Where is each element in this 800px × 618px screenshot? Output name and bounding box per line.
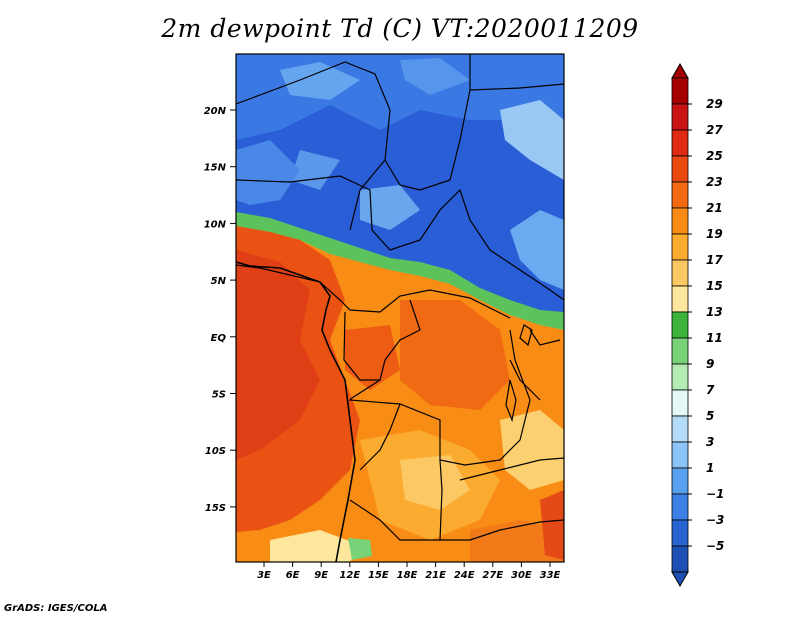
lake — [505, 379, 517, 423]
lake — [519, 324, 533, 347]
colorbar-bin — [671, 103, 689, 131]
colorbar-label: 21 — [706, 201, 723, 215]
colorbar-top-arrow — [671, 62, 689, 79]
colorbar-label: 17 — [706, 253, 723, 267]
map-field — [236, 54, 564, 562]
colorbar-bin — [671, 519, 689, 547]
lon-label: 27E — [482, 570, 503, 581]
colorbar-bin — [671, 389, 689, 417]
lon-label: 21E — [425, 570, 446, 581]
lon-label: 30E — [511, 570, 532, 581]
colorbar-bin — [671, 545, 689, 573]
lat-label: 15N — [204, 163, 227, 174]
colorbar-label: 19 — [706, 227, 723, 241]
colorbar-bin — [671, 77, 689, 105]
lon-label: 24E — [454, 570, 475, 581]
lon-label: 12E — [339, 570, 360, 581]
lat-axis: 20N 15N 10N 5N EQ 5S 10S 15S — [204, 106, 236, 514]
colorbar-bin — [671, 233, 689, 261]
colorbar-label: 9 — [706, 357, 714, 371]
colorbar-label: 15 — [706, 279, 723, 293]
lon-axis: 3E 6E 9E 12E 15E 18E 21E 24E 27E 30E 33E — [257, 562, 561, 581]
lat-label: 10N — [204, 219, 227, 230]
colorbar-bin — [671, 311, 689, 339]
lon-label: 6E — [286, 570, 300, 581]
colorbar-bin — [671, 467, 689, 495]
colorbar-label: 3 — [706, 435, 714, 449]
colorbar-bin — [671, 493, 689, 521]
lat-label: 15S — [205, 503, 226, 514]
lat-label: 5S — [212, 390, 226, 401]
colorbar-label: 29 — [706, 97, 723, 111]
colorbar-label: −3 — [706, 513, 724, 527]
colorbar-label: 25 — [706, 149, 723, 163]
colorbar-bin — [671, 441, 689, 469]
colorbar-bin — [671, 129, 689, 157]
colorbar-bin — [671, 207, 689, 235]
colorbar-bin — [671, 181, 689, 209]
colorbar-label: 27 — [706, 123, 723, 137]
lat-label: EQ — [211, 333, 227, 344]
colorbar-bin — [671, 155, 689, 183]
lon-label: 33E — [540, 570, 561, 581]
map-title: 2m dewpoint Td (C) VT:2020011209 — [161, 14, 639, 43]
colorbar-bottom-arrow — [671, 571, 689, 588]
colorbar: 29 27 25 23 21 19 17 15 13 11 9 7 5 3 1 −1 −3 −5 — [671, 62, 724, 588]
country-borders — [236, 54, 564, 541]
colorbar-label: 11 — [706, 331, 723, 345]
colorbar-label: −5 — [706, 539, 724, 553]
colorbar-label: 5 — [706, 409, 714, 423]
lon-label: 9E — [314, 570, 328, 581]
colorbar-label: 23 — [706, 175, 723, 189]
map-frame — [235, 53, 565, 563]
colorbar-bin — [671, 259, 689, 287]
colorbar-label: −1 — [706, 487, 724, 501]
colorbar-bin — [671, 285, 689, 313]
colorbar-bin — [671, 337, 689, 365]
coastline — [236, 261, 356, 562]
colorbar-label: 7 — [706, 383, 715, 397]
lon-label: 18E — [397, 570, 418, 581]
colorbar-bin — [671, 415, 689, 443]
colorbar-bin — [671, 363, 689, 391]
colorbar-label: 1 — [706, 461, 714, 475]
lat-label: 5N — [211, 276, 227, 287]
lat-label: 10S — [205, 446, 226, 457]
lat-label: 20N — [204, 106, 227, 117]
lon-label: 3E — [257, 570, 271, 581]
colorbar-label: 13 — [706, 305, 723, 319]
credit-text: GrADS: IGES/COLA — [4, 603, 108, 614]
lon-label: 15E — [368, 570, 389, 581]
